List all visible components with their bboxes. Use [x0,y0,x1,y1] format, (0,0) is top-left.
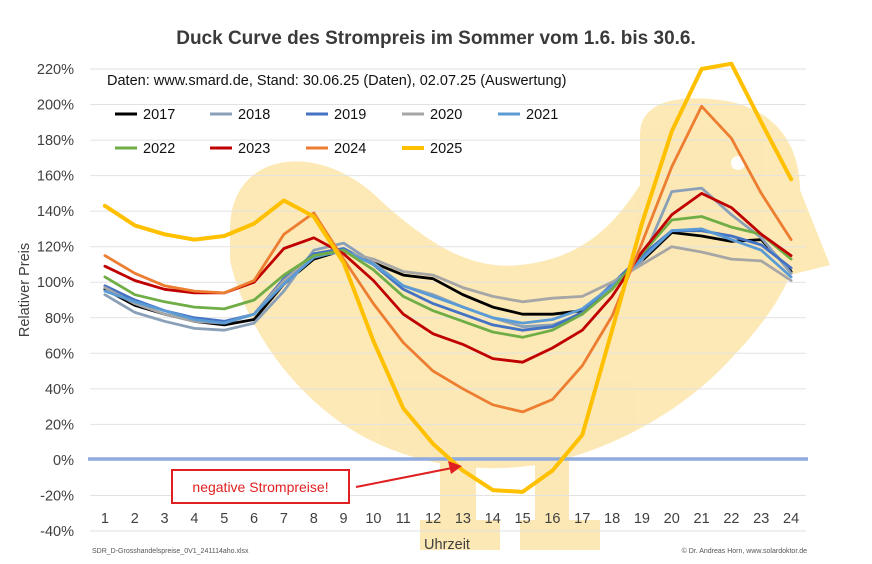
x-tick-label: 2 [131,511,139,527]
legend-label-2023: 2023 [238,141,270,157]
y-tick-label: 220% [37,62,74,78]
legend-label-2022: 2022 [143,141,175,157]
chart-title: Duck Curve des Strompreis im Sommer vom … [176,28,696,49]
y-tick-label: -40% [40,524,74,540]
chart-subtitle: Daten: www.smard.de, Stand: 30.06.25 (Da… [107,73,566,89]
x-tick-label: 4 [190,511,198,527]
x-tick-label: 17 [574,511,590,527]
x-tick-label: 19 [634,511,650,527]
series-line-2024 [103,104,793,414]
x-tick-label: 23 [753,511,769,527]
x-tick-label: 15 [515,511,531,527]
y-tick-label: 180% [37,133,74,149]
x-tick-label: 7 [280,511,288,527]
legend-label-2024: 2024 [334,141,366,157]
y-tick-label: 100% [37,275,74,291]
annotation-box [171,469,350,504]
x-tick-label: 6 [250,511,258,527]
series-lines [102,61,794,494]
x-tick-label: 22 [723,511,739,527]
legend-label-2025: 2025 [430,141,462,157]
y-tick-label: -20% [40,488,74,504]
x-tick-label: 8 [310,511,318,527]
x-axis-label: Uhrzeit [424,537,470,553]
legend-label-2020: 2020 [430,107,462,123]
x-tick-label: 20 [664,511,680,527]
x-tick-label: 24 [783,511,799,527]
annotation-arrow-line [355,467,453,488]
annotation-negative-prices: negative Strompreise! [171,461,462,504]
y-tick-label: 160% [37,169,74,185]
x-tick-label: 11 [396,511,411,527]
y-tick-label: 40% [45,382,74,398]
x-tick-label: 12 [425,511,441,527]
x-tick-label: 14 [485,511,501,527]
footer-source-file: SDR_D-Grosshandelspreise_0V1_241114aho.x… [92,548,249,555]
series-line-2017 [103,231,793,327]
x-tick-label: 16 [544,511,560,527]
series-line-2022 [103,215,793,339]
y-tick-label: 20% [45,417,74,433]
x-tick-label: 9 [340,511,348,527]
x-tick-label: 3 [161,511,169,527]
footer-copyright: © Dr. Andreas Horn, www.solardoktor.de [682,547,807,555]
y-axis-ticks: -40% -20% 0% 20% 40% 60% 80% 100% 120% 140% 160% 18… [37,62,74,540]
x-tick-label: 5 [220,511,228,527]
legend-label-2019: 2019 [334,107,366,123]
y-tick-label: 140% [37,204,74,220]
y-tick-label: 0% [53,453,74,469]
x-axis-ticks: 1 2 3 4 5 6 7 8 9 10 11 12 13 14 15 16 17 18 19 20 21 22 23 24 [101,511,799,527]
series-line-2025 [102,61,794,494]
x-tick-label: 13 [455,511,471,527]
annotation-arrow-head [448,461,462,474]
series-line-2021 [103,227,793,325]
y-tick-label: 120% [37,240,74,256]
x-tick-label: 18 [604,511,620,527]
x-tick-label: 10 [365,511,381,527]
annotation-text: negative Strompreise! [192,479,328,495]
legend: 2017 2018 2019 2020 2021 2022 2023 2024 2025 [115,107,558,157]
legend-label-2021: 2021 [526,107,558,123]
legend-label-2018: 2018 [238,107,270,123]
y-axis-label: Relativer Preis [17,243,33,337]
x-tick-label: 21 [694,511,710,527]
legend-label-2017: 2017 [143,107,175,123]
x-tick-label: 1 [101,511,109,527]
y-tick-label: 80% [45,311,74,327]
y-tick-label: 200% [37,98,74,114]
y-tick-label: 60% [45,346,74,362]
